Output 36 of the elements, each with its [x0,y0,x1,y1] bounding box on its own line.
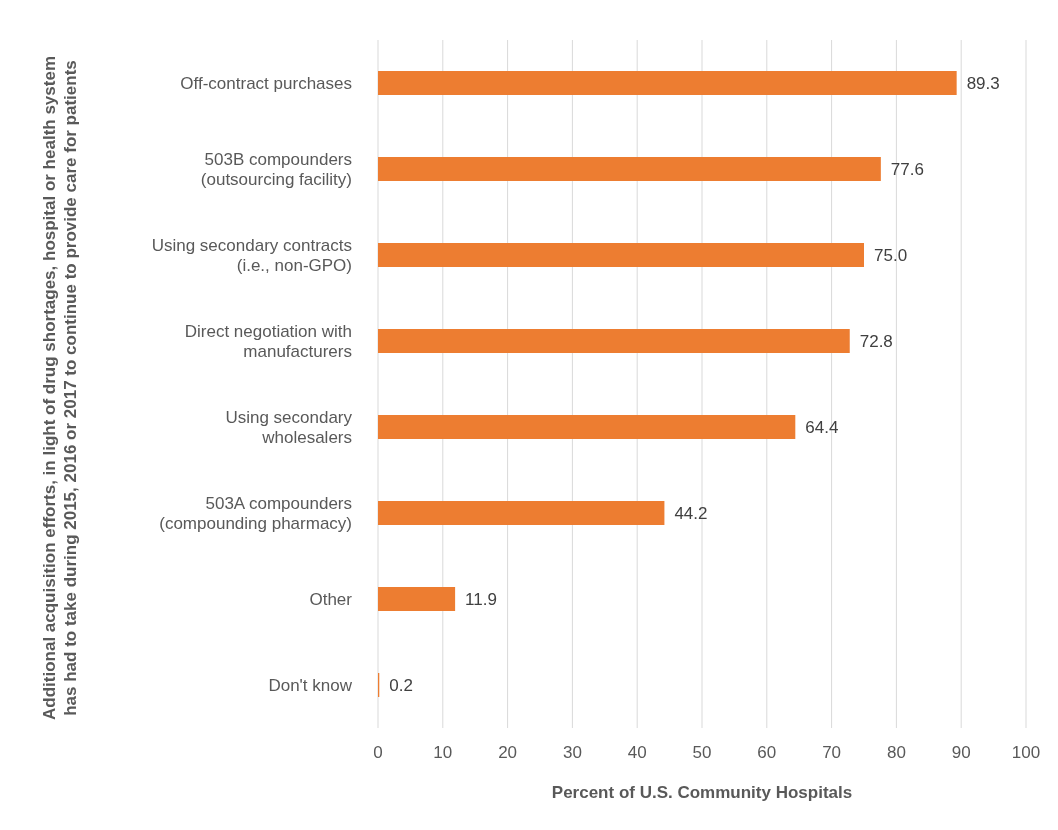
x-tick-label: 50 [692,743,712,763]
y-tick-label: 503B compounders (outsourcing facility) [200,150,352,189]
data-label: 89.3 [966,74,1000,94]
data-label: 44.2 [674,504,708,524]
bar [378,329,850,353]
y-tick-label: Other [309,590,353,609]
data-label: 75.0 [874,246,908,266]
y-axis-title: Additional acquisition efforts, in light of drug shortages, hospital or health system has had to take during 2015, 2016 or 2017 to continue to provide care for patients [39,55,81,722]
x-tick-label: 40 [627,743,647,763]
y-tick-label: 503A compounders (compounding pharmacy) [159,494,352,533]
data-label: 64.4 [805,418,839,438]
x-tick-label: 60 [757,743,777,763]
y-tick-label: Using secondary contracts (i.e., non-GPO) [151,236,352,275]
x-tick-label: 20 [498,743,518,763]
x-tick-label: 0 [373,743,383,763]
bar [378,71,957,95]
bar [378,157,881,181]
x-axis-title: Percent of U.S. Community Hospitals [551,783,853,802]
bar [378,501,665,525]
data-label: 72.8 [859,332,893,352]
x-tick-label: 80 [886,743,906,763]
data-label: 11.9 [465,590,497,610]
x-tick-label: 30 [562,743,582,763]
data-label: 77.6 [890,160,924,180]
y-tick-label: Using secondary wholesalers [225,408,353,447]
bar [378,243,864,267]
y-tick-label: Off-contract purchases [180,74,352,93]
x-tick-label: 90 [951,743,971,763]
y-tick-label: Direct negotiation with manufacturers [184,322,352,361]
bar [378,587,456,611]
y-tick-label: Don't know [268,676,353,695]
x-tick-label: 10 [433,743,453,763]
data-label: 0.2 [389,676,413,696]
bar [378,415,796,439]
x-tick-label: 70 [822,743,842,763]
x-tick-label: 100 [1011,743,1041,763]
